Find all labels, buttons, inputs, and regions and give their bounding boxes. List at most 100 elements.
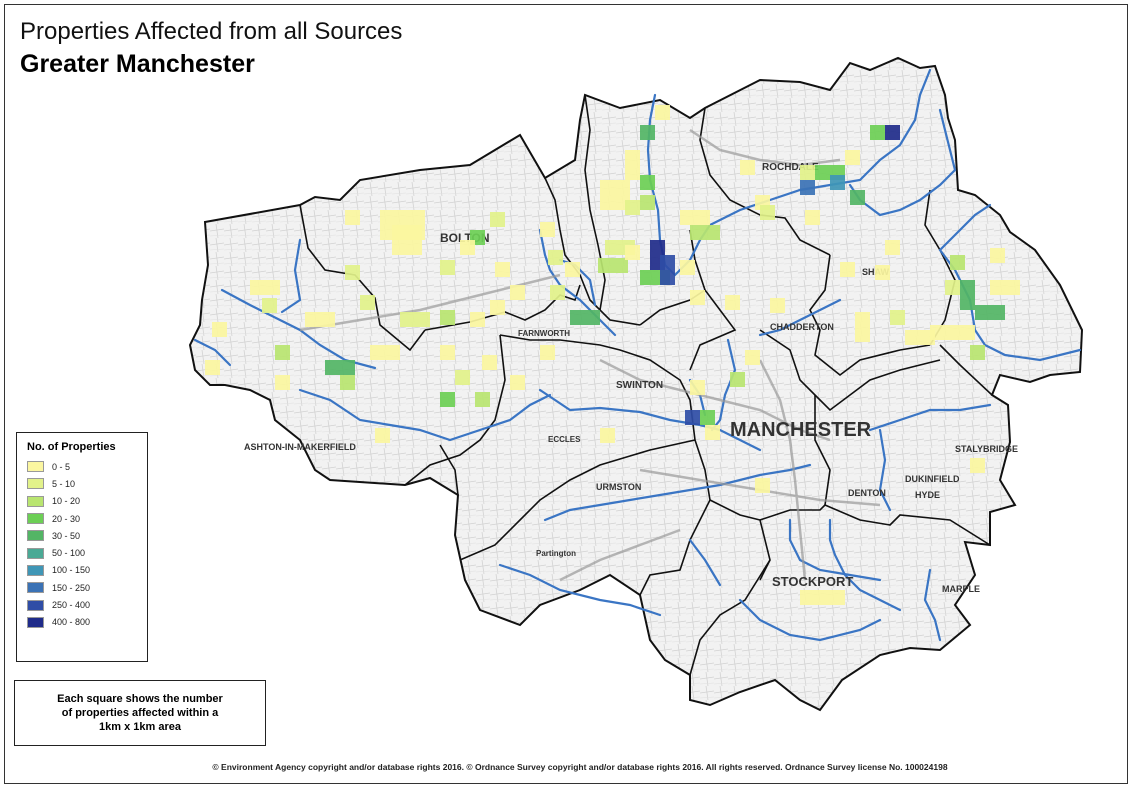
legend-swatch <box>27 547 44 559</box>
data-square <box>475 392 490 407</box>
data-square <box>680 260 695 275</box>
label-manchester: MANCHESTER <box>730 419 872 441</box>
label-swinton: SWINTON <box>616 380 663 391</box>
legend-item: 100 - 150 <box>27 562 137 579</box>
data-square <box>345 265 360 280</box>
data-square <box>945 280 960 295</box>
data-square <box>345 210 360 225</box>
legend-label: 250 - 400 <box>52 600 91 611</box>
legend-swatch <box>27 495 44 507</box>
data-square <box>640 125 655 140</box>
data-square <box>540 222 555 237</box>
data-square <box>455 370 470 385</box>
data-square <box>565 262 580 277</box>
data-square <box>275 375 290 390</box>
legend-label: 20 - 30 <box>52 513 81 524</box>
data-square <box>855 312 870 342</box>
data-square <box>570 310 600 325</box>
data-square <box>370 345 400 360</box>
data-square <box>262 298 277 313</box>
data-square <box>970 458 985 473</box>
data-square <box>510 285 525 300</box>
legend-swatch <box>27 478 44 490</box>
data-square <box>705 425 720 440</box>
data-square <box>440 345 455 360</box>
data-square <box>700 410 715 425</box>
note-line-3: 1km x 1km area <box>99 721 181 733</box>
legend: No. of Properties 0 - 5 5 - 10 10 - 20 20 -… <box>16 432 148 662</box>
data-square <box>212 322 227 337</box>
data-square <box>660 255 675 285</box>
label-dukinfield: DUKINFIELD <box>905 474 960 484</box>
info-note: Each square shows the number of properti… <box>14 680 266 746</box>
legend-item: 30 - 50 <box>27 527 137 544</box>
label-stalybridge: STALYBRIDGE <box>955 444 1018 454</box>
data-square <box>600 428 615 443</box>
data-square <box>805 210 820 225</box>
data-square <box>440 392 455 407</box>
data-square <box>655 105 670 120</box>
legend-swatch <box>27 599 44 611</box>
data-square <box>745 350 760 365</box>
roads <box>299 128 881 582</box>
legend-title: No. of Properties <box>27 441 116 453</box>
data-square <box>870 125 885 140</box>
data-square <box>960 280 975 310</box>
data-square <box>770 298 785 313</box>
data-square <box>830 175 845 190</box>
label-urmston: URMSTON <box>596 482 641 492</box>
data-square <box>392 225 422 255</box>
data-square <box>845 150 860 165</box>
data-square <box>680 210 710 225</box>
data-square <box>250 280 280 295</box>
legend-item: 400 - 800 <box>27 614 137 631</box>
legend-swatch <box>27 616 44 628</box>
rivers <box>193 68 1082 642</box>
legend-label: 50 - 100 <box>52 548 86 559</box>
label-stockport: STOCKPORT <box>772 574 853 589</box>
data-square <box>905 330 935 345</box>
legend-swatch <box>27 582 44 594</box>
data-square <box>990 248 1005 263</box>
data-square <box>440 260 455 275</box>
data-square <box>440 310 455 325</box>
data-square <box>490 300 505 315</box>
data-square <box>305 312 335 327</box>
data-square <box>740 160 755 175</box>
label-denton: DENTON <box>848 488 886 498</box>
data-square <box>540 345 555 360</box>
data-square <box>725 295 740 310</box>
data-square <box>640 195 655 210</box>
data-square <box>640 175 655 190</box>
label-marple: MARPLE <box>942 584 980 594</box>
label-rochdale: ROCHDALE <box>762 162 819 173</box>
data-square <box>800 590 845 605</box>
data-square <box>760 205 775 220</box>
data-square <box>490 212 505 227</box>
data-square <box>930 325 975 340</box>
legend-label: 5 - 10 <box>52 478 76 489</box>
data-square <box>970 345 985 360</box>
legend-label: 100 - 150 <box>52 565 91 576</box>
data-square <box>325 360 355 375</box>
data-square <box>885 240 900 255</box>
data-square <box>690 380 705 395</box>
label-hyde: HYDE <box>915 490 940 500</box>
data-square <box>890 310 905 325</box>
label-farnworth: FARNWORTH <box>518 329 570 338</box>
data-square <box>598 258 628 273</box>
data-square <box>510 375 525 390</box>
data-square <box>375 428 390 443</box>
note-line-2: of properties affected within a <box>61 707 219 719</box>
place-labels: MANCHESTER BOLTON ROCHDALE STOCKPORT SWI… <box>244 162 1018 594</box>
data-square <box>470 312 485 327</box>
legend-swatch <box>27 530 44 542</box>
note-line-1: Each square shows the number <box>57 693 223 705</box>
legend-label: 30 - 50 <box>52 530 81 541</box>
data-square <box>460 240 475 255</box>
label-partington: Partington <box>536 549 576 558</box>
data-square <box>990 280 1020 295</box>
data-square <box>755 478 770 493</box>
data-square <box>950 255 965 270</box>
